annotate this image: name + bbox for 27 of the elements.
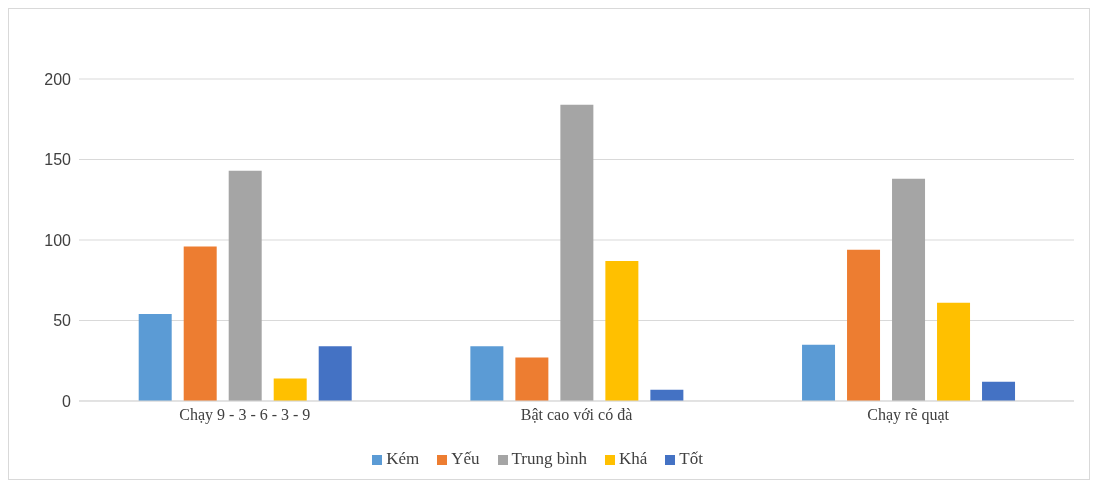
bar [892, 178, 926, 401]
bar [982, 381, 1016, 401]
bar [937, 302, 971, 401]
y-tick-label: 50 [53, 312, 72, 330]
bar [183, 246, 217, 401]
y-tick-label: 100 [44, 231, 72, 249]
legend-label: Trung bình [511, 449, 587, 468]
bar [515, 357, 549, 401]
bar [228, 170, 262, 401]
y-tick-label: 0 [62, 392, 72, 410]
legend-label: Yếu [451, 449, 480, 468]
bar [273, 378, 307, 401]
x-tick-label: Bật cao với có đà [520, 406, 633, 424]
bar [138, 314, 172, 401]
legend-label: Kém [386, 449, 420, 468]
bar [318, 346, 352, 401]
y-tick-label: 150 [44, 151, 72, 169]
bar [802, 344, 836, 401]
x-tick-label: Chạy 9 - 3 - 6 - 3 - 9 [179, 406, 311, 425]
bar [847, 249, 881, 401]
bar [560, 104, 594, 401]
legend-label: Tốt [679, 449, 703, 468]
y-tick-label: 200 [44, 70, 72, 88]
x-tick-label: Chạy rẽ quạt [867, 406, 950, 425]
legend-label: Khá [618, 449, 648, 468]
bar [470, 346, 504, 401]
bar [605, 260, 639, 401]
